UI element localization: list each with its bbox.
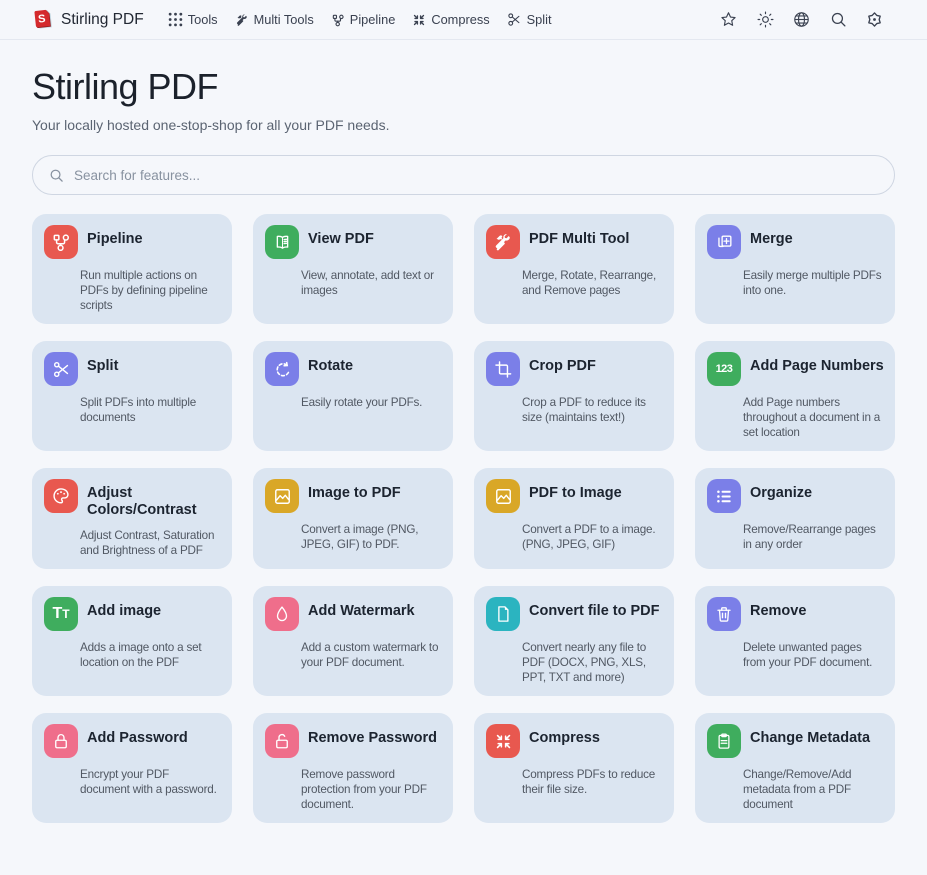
- svg-text:S: S: [38, 13, 47, 26]
